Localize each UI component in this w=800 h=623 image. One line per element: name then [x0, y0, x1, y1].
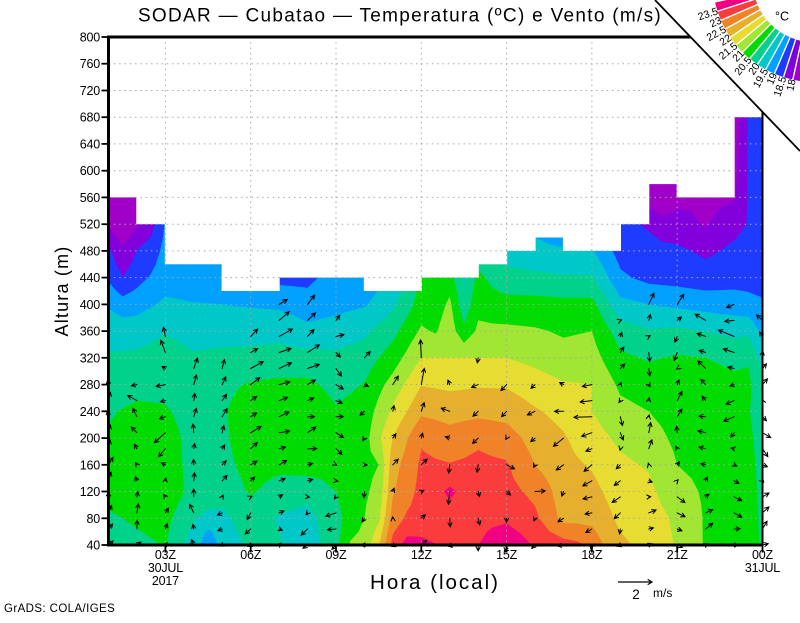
svg-text:23: 23	[708, 15, 724, 31]
svg-text:SODAR — Cubatao — Temperat: SODAR — Cubatao — Temperatura (ºC) e Ven…	[138, 6, 662, 27]
svg-text:20: 20	[746, 61, 763, 78]
svg-text:19: 19	[764, 71, 780, 87]
svg-text:31JUL: 31JUL	[745, 561, 780, 575]
svg-text:480: 480	[80, 244, 101, 258]
svg-text:160: 160	[80, 458, 101, 472]
svg-text:Altura (m): Altura (m)	[52, 245, 72, 336]
svg-text:680: 680	[80, 111, 101, 125]
svg-text:720: 720	[80, 84, 101, 98]
svg-text:640: 640	[80, 137, 101, 151]
svg-text:320: 320	[80, 351, 101, 365]
svg-text:240: 240	[80, 405, 101, 419]
svg-text:°C: °C	[775, 10, 789, 24]
svg-text:560: 560	[80, 191, 101, 205]
svg-text:2017: 2017	[152, 574, 179, 588]
svg-text:15Z: 15Z	[496, 548, 518, 562]
svg-text:760: 760	[80, 57, 101, 71]
svg-text:03Z: 03Z	[155, 548, 177, 562]
svg-text:80: 80	[86, 512, 100, 526]
svg-text:21Z: 21Z	[667, 548, 689, 562]
svg-text:800: 800	[80, 31, 101, 45]
svg-text:400: 400	[80, 298, 101, 312]
svg-text:2: 2	[632, 587, 640, 602]
svg-text:200: 200	[80, 432, 101, 446]
svg-text:GrADS: COLA/IGES: GrADS: COLA/IGES	[4, 603, 115, 615]
svg-text:40: 40	[86, 539, 100, 553]
svg-text:09Z: 09Z	[326, 548, 348, 562]
svg-text:30JUL: 30JUL	[148, 561, 183, 575]
svg-text:22: 22	[717, 32, 734, 49]
svg-text:Hora (local): Hora (local)	[370, 571, 500, 594]
svg-text:18Z: 18Z	[581, 548, 603, 562]
svg-text:440: 440	[80, 271, 101, 285]
svg-text:120: 120	[80, 485, 101, 499]
svg-text:12Z: 12Z	[411, 548, 433, 562]
svg-text:600: 600	[80, 164, 101, 178]
svg-text:00Z: 00Z	[752, 548, 774, 562]
svg-text:520: 520	[80, 218, 101, 232]
svg-text:06Z: 06Z	[240, 548, 262, 562]
svg-text:280: 280	[80, 378, 101, 392]
svg-text:360: 360	[80, 325, 101, 339]
svg-text:m/s: m/s	[653, 586, 672, 600]
svg-text:18: 18	[785, 78, 799, 92]
